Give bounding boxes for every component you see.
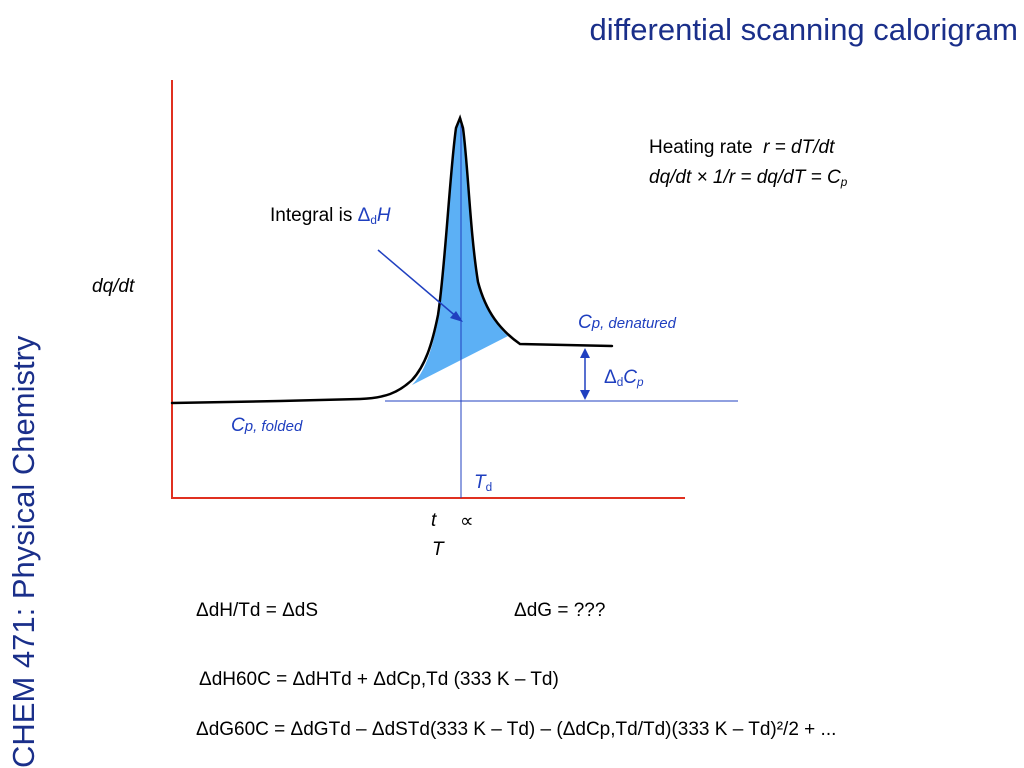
x-axis-label-t: t [431,510,437,531]
delta-cp-label: ΔdCp [604,367,644,389]
delta-cp-arrowhead-bottom [580,390,590,400]
dsc-curve [170,114,614,405]
equation-entropy: ΔdH/Td = ΔdS [196,600,319,621]
delta-cp-arrowhead-top [580,348,590,358]
relation-line: dq/dt × 1/r = dq/dT = Cp [649,167,848,189]
peak-integral-area [412,118,508,385]
equation-gibbs-60c: ΔdG60C = ΔdGTd – ΔdSTd(333 K – Td) – (Δd… [196,719,837,740]
equation-enthalpy-60c: ΔdH60C = ΔdHTd + ΔdCp,Td (333 K – Td) [199,669,559,690]
y-axis-label: dq/dt [92,276,135,297]
integral-arrowhead [450,311,463,322]
cp-denatured-label: Cp, denatured [578,312,676,333]
cp-folded-label: Cp, folded [231,415,303,436]
x-axis-label-T: T [432,539,444,560]
integral-label: Integral is ΔdH [270,205,391,227]
integral-arrow [377,249,459,319]
proportional-symbol: ∝ [460,511,474,532]
heating-rate-line: Heating rate r = dT/dt [649,137,835,158]
slide-title: differential scanning calorigram [589,12,1019,47]
td-label: Td [474,472,493,494]
equation-gibbs: ΔdG = ??? [514,600,606,621]
